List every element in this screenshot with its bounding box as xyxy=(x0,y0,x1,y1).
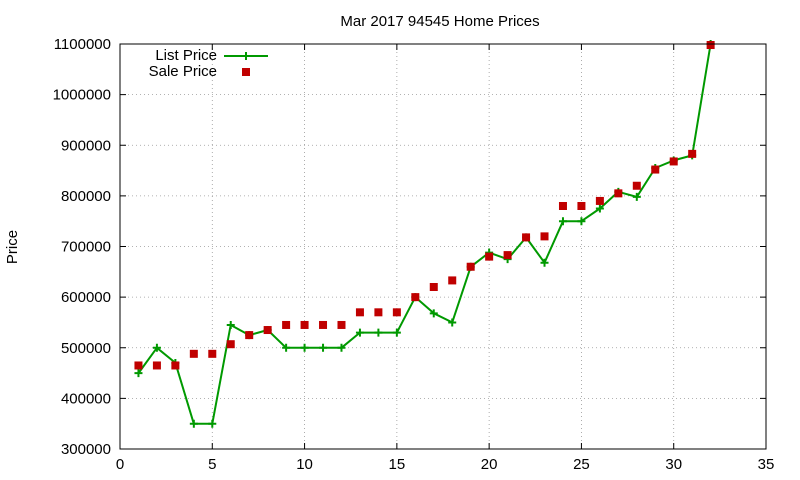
list-price-point xyxy=(337,343,346,352)
sale-price-point xyxy=(152,361,161,370)
list-price-point xyxy=(558,217,567,226)
sale-price-point xyxy=(374,308,383,317)
gridlines xyxy=(120,44,766,449)
list-price-point xyxy=(429,309,438,318)
legend-label-sale-price: Sale Price xyxy=(149,63,217,80)
sale-price-point xyxy=(300,320,309,329)
sale-price-point xyxy=(319,320,328,329)
y-tick-label: 600000 xyxy=(61,289,111,306)
x-tick-label: 15 xyxy=(389,456,406,473)
list-price-line xyxy=(137,43,712,425)
list-price-point xyxy=(355,328,364,337)
x-tick-label: 10 xyxy=(296,456,313,473)
sale-price-point xyxy=(263,326,272,335)
list-price-point xyxy=(595,204,604,213)
sale-price-point xyxy=(595,196,604,205)
list-price-point xyxy=(577,217,586,226)
x-tick-label: 30 xyxy=(665,456,682,473)
x-tick-label: 35 xyxy=(758,456,775,473)
sale-price-point xyxy=(392,308,401,317)
x-tick-label: 25 xyxy=(573,456,590,473)
legend-marker-list-price xyxy=(242,52,250,60)
sale-price-point xyxy=(226,340,235,349)
y-axis-label: Price xyxy=(4,230,21,264)
sale-price-point xyxy=(669,157,678,166)
y-tick-label: 400000 xyxy=(61,390,111,407)
list-price-point xyxy=(189,419,198,428)
sale-price-point xyxy=(411,293,420,302)
list-price-point xyxy=(152,343,161,352)
list-price-point xyxy=(226,320,235,329)
plot-area xyxy=(134,40,715,428)
sale-price-point xyxy=(651,165,660,174)
sale-price-point xyxy=(540,232,549,241)
sale-price-point xyxy=(448,276,457,285)
x-axis-ticks: 0 5 10 15 20 25 30 35 xyxy=(116,44,775,473)
sale-price-point xyxy=(577,202,586,210)
legend-label-list-price: List Price xyxy=(155,47,217,64)
y-tick-label: 300000 xyxy=(61,441,111,458)
sale-price-point xyxy=(134,361,143,370)
list-price-point xyxy=(300,343,309,352)
list-price-point xyxy=(448,318,457,327)
sale-price-point xyxy=(466,262,475,271)
y-tick-label: 700000 xyxy=(61,239,111,256)
sale-price-point xyxy=(429,283,438,291)
sale-price-point xyxy=(558,202,567,210)
x-tick-label: 20 xyxy=(481,456,498,473)
chart-title: Mar 2017 94545 Home Prices xyxy=(340,13,539,30)
list-price-point xyxy=(282,343,291,352)
sale-price-point xyxy=(522,233,531,242)
list-price-point xyxy=(134,369,143,378)
sale-price-point xyxy=(337,320,346,329)
sale-price-point xyxy=(171,361,180,370)
sale-price-point xyxy=(245,331,254,340)
list-price-point xyxy=(208,419,217,428)
y-tick-label: 500000 xyxy=(61,340,111,357)
x-tick-label: 0 xyxy=(116,456,124,473)
y-tick-label: 800000 xyxy=(61,188,111,205)
plot-frame xyxy=(119,43,767,450)
list-price-point xyxy=(392,328,401,337)
list-price-point xyxy=(540,258,549,267)
sale-price-point xyxy=(355,308,364,317)
sale-price-point xyxy=(503,251,512,260)
y-tick-label: 900000 xyxy=(61,137,111,154)
y-tick-label: 1100000 xyxy=(54,36,111,53)
legend-swatch-sale-price xyxy=(242,68,250,76)
list-price-point xyxy=(319,343,328,352)
y-axis-ticks: 300000 400000 500000 600000 700000 800000 9000… xyxy=(53,36,766,458)
sale-price-point xyxy=(614,189,623,198)
sale-price-point xyxy=(485,252,494,261)
y-tick-label: 1000000 xyxy=(53,87,111,104)
sale-price-point xyxy=(632,181,641,190)
list-price-point xyxy=(632,192,641,201)
sale-price-point xyxy=(706,41,715,50)
sale-price-point xyxy=(208,349,217,358)
list-price-point xyxy=(374,328,383,337)
sale-price-point xyxy=(688,149,697,158)
sale-price-point xyxy=(282,320,291,329)
x-tick-label: 5 xyxy=(208,456,216,473)
sale-price-point xyxy=(189,349,198,358)
